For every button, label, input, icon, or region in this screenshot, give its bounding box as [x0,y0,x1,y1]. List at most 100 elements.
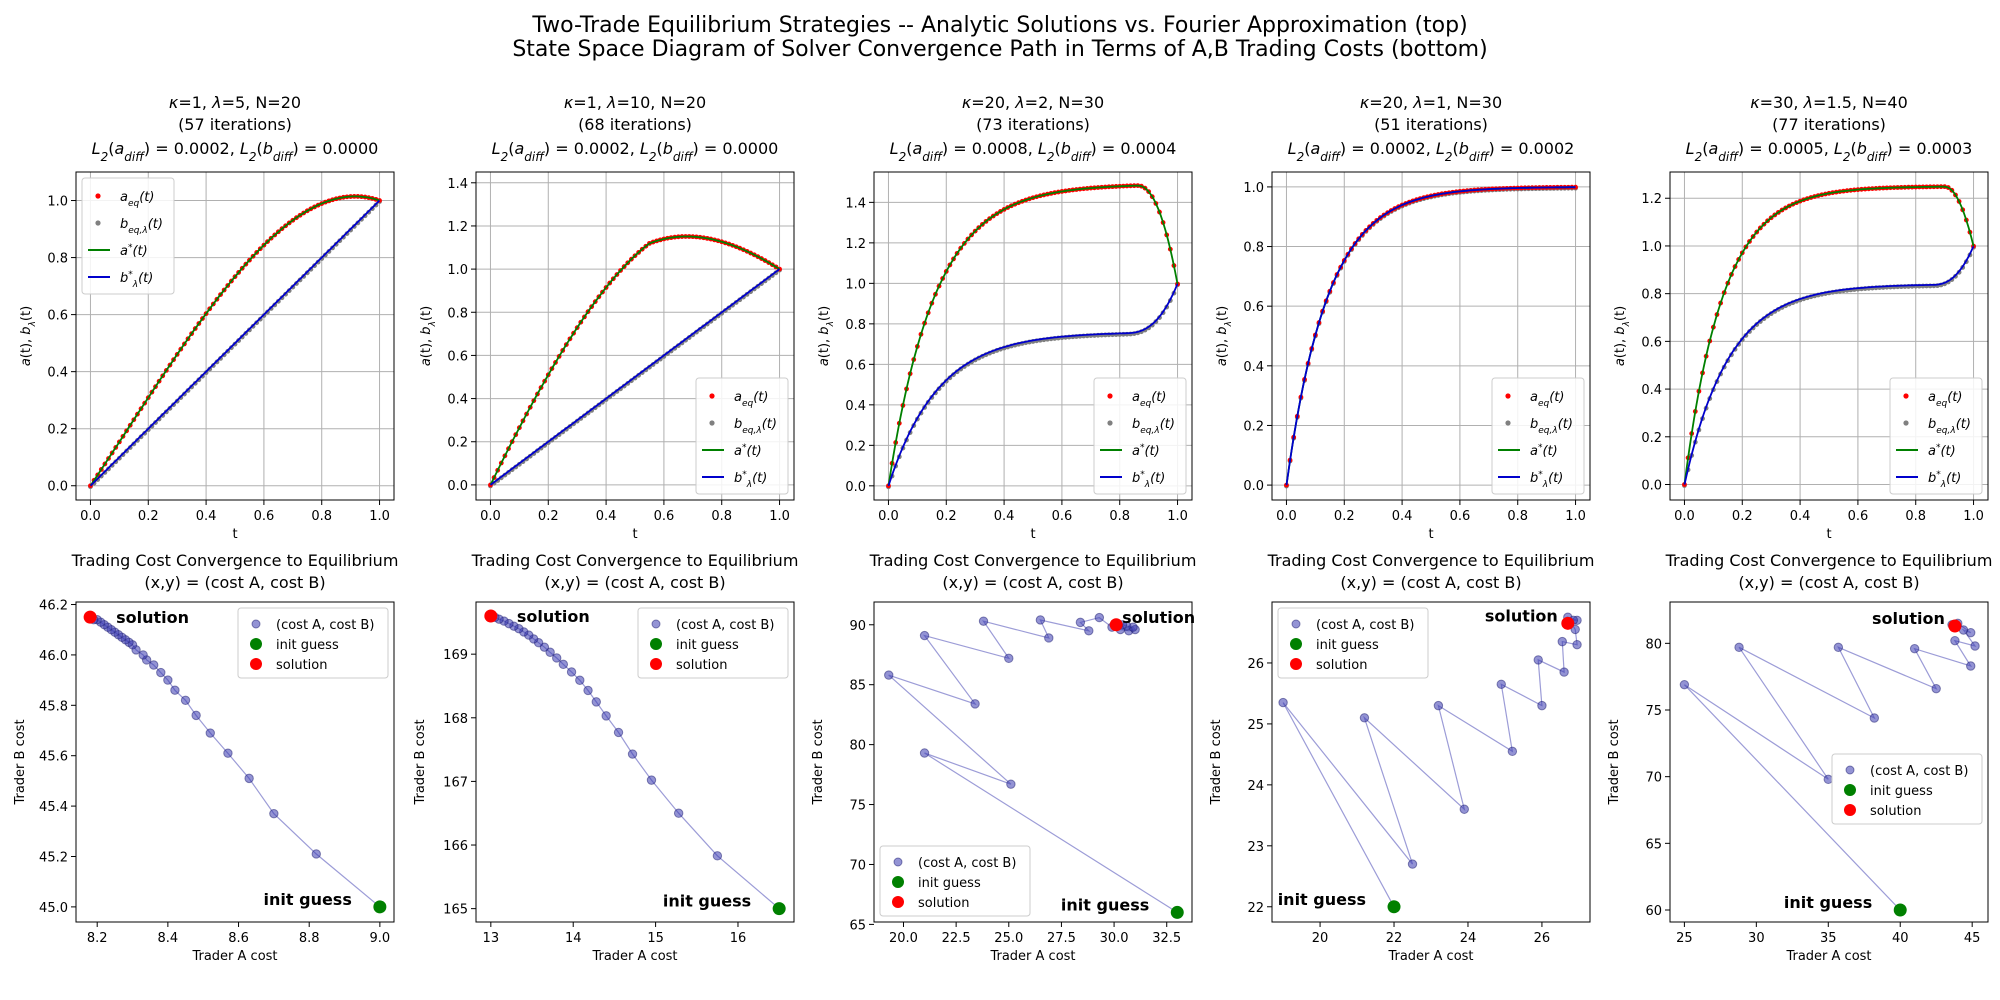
x-tick-label: 0.6 [1848,509,1869,524]
x-axis-label: Trader A cost [1785,949,1871,964]
convergence-point [601,711,611,721]
axes-frame [873,601,1193,923]
solution-annotation: solution [1122,608,1195,627]
init-guess-marker [373,900,387,914]
legend-label-b_eq: beq,λ(t) [1928,417,1971,436]
legend-marker-b_eq [1505,420,1511,426]
x-tick-label: 0.2 [538,509,559,524]
legend-marker-a_eq [1903,393,1909,399]
y-tick-label: 0.0 [47,480,68,495]
legend-label-b_star: b*λ(t) [1132,470,1165,490]
convergence-point [673,808,684,818]
solution-marker [1109,618,1123,632]
legend-label-path: (cost A, cost B) [918,856,1016,871]
y-tick-label: 1.2 [447,220,468,235]
convergence-point [552,653,562,663]
figure-suptitle: Two-Trade Equilibrium Strategies -- Anal… [0,14,2000,62]
legend-marker-b_eq [1107,420,1113,426]
panel-title-l2-errors: L2(adiff) = 0.0008, L2(bdiff) = 0.0004 [890,139,1177,164]
x-tick-label: 1.0 [769,509,790,524]
convergence-point [1094,612,1105,623]
convergence-point [545,647,555,657]
legend-box [695,377,789,495]
x-tick-label: 0.2 [138,509,159,524]
y-tick-label: 0.6 [1641,335,1662,350]
y-tick-label: 0.0 [1243,479,1264,494]
y-tick-label: 70 [1645,771,1662,786]
init-guess-marker [772,902,786,916]
b-star-line [1683,245,1975,485]
axes-frame [1271,171,1591,501]
y-tick-label: 46.0 [39,649,68,664]
y-tick-label: 46.2 [39,599,68,614]
init-guess-marker [1893,903,1907,917]
axes-frame [1669,171,1989,501]
y-tick-label: 1.0 [47,195,68,210]
legend-label-b_eq: beq,λ(t) [1530,417,1573,436]
legend-marker-solution [650,658,662,670]
solution-annotation: solution [517,607,590,626]
x-tick-label: 0.4 [596,509,617,524]
legend-label-a_star: a*(t) [120,243,148,259]
legend-label-solution: solution [1870,804,1921,819]
a-star-line [89,195,380,487]
y-tick-label: 45.2 [39,850,68,865]
legend-box [1889,377,1983,495]
panel-title-l2-errors: L2(adiff) = 0.0002, L2(bdiff) = 0.0000 [492,139,779,164]
y-tick-label: 65 [1645,837,1662,852]
legend-label-a_eq: aeq(t) [120,190,154,209]
x-tick-label: 0.8 [311,509,332,524]
legend-label-path: (cost A, cost B) [276,618,374,633]
legend-label-solution: solution [676,658,727,673]
y-tick-label: 1.0 [1243,181,1264,196]
strategy-panel-2: 0.0 0.2 0.4 0.6 0.8 1.0 0.0 0.2 0.4 0.6 0.8 1.0 1.2 1… [419,93,795,542]
y-tick-label: 0.4 [447,393,468,408]
y-axis-label: Trader B cost [811,719,826,805]
y-axis-label: a(t), bλ(t) [1215,306,1234,366]
y-tick-label: 0.2 [1641,431,1662,446]
panel-title-main: Trading Cost Convergence to Equilibrium [1665,551,1993,570]
y-tick-label: 0.4 [1641,383,1662,398]
convergence-point [1559,667,1569,677]
y-tick-label: 0.2 [1243,419,1264,434]
convergence-panel-1: 8.2 8.4 8.6 8.8 9.0 45.0 45.2 45.4 45.6 45.8 46.0 4… [13,551,398,964]
legend-label-b_star: b*λ(t) [1530,470,1563,490]
panel-title-main: Trading Cost Convergence to Equilibrium [71,551,399,570]
legend-label-path: (cost A, cost B) [1870,764,1968,779]
init-guess-annotation: init guess [1278,890,1366,909]
panel-title-iterations: (73 iterations) [976,115,1090,134]
legend-marker-a_eq [95,193,101,199]
y-tick-label: 0.0 [447,479,468,494]
x-tick-label: 0.6 [1052,509,1073,524]
y-tick-label: 85 [849,679,866,694]
y-tick-label: 0.4 [845,399,866,414]
x-tick-label: 0.6 [254,509,275,524]
legend-label-a_star: a*(t) [1928,443,1956,459]
x-tick-label: 20 [1312,931,1329,946]
strategy-panel-1: 0.0 0.2 0.4 0.6 0.8 1.0 0.0 0.2 0.4 0.6 0.8 1.0 κ=1,… [19,93,395,542]
convergence-panel-4: 20 22 24 26 22 23 24 25 26 Trading Cost Convergen… [1209,551,1594,964]
x-tick-label: 45 [1964,931,1981,946]
panel-title-sub: (x,y) = (cost A, cost B) [1340,573,1521,592]
y-tick-label: 70 [849,858,866,873]
x-tick-label: 14 [565,931,582,946]
panel-title-sub: (x,y) = (cost A, cost B) [1738,573,1919,592]
x-tick-label: 27.5 [1047,931,1076,946]
axes-frame [1669,601,1989,923]
x-tick-label: 0.0 [80,509,101,524]
x-tick-label: 0.0 [1276,509,1297,524]
legend-label-init: init guess [276,638,339,653]
init-guess-marker [1387,900,1401,914]
convergence-point [163,675,173,685]
convergence-point [1006,779,1016,789]
convergence-point [978,616,989,626]
panel-title-sub: (x,y) = (cost A, cost B) [942,573,1123,592]
suptitle-line-1: Two-Trade Equilibrium Strategies -- Anal… [532,13,1468,38]
convergence-point [1075,617,1086,628]
convergence-point [583,685,593,696]
y-tick-label: 25 [1247,718,1264,733]
y-tick-label: 1.0 [1641,240,1662,255]
legend-label-a_eq: aeq(t) [1928,390,1962,409]
